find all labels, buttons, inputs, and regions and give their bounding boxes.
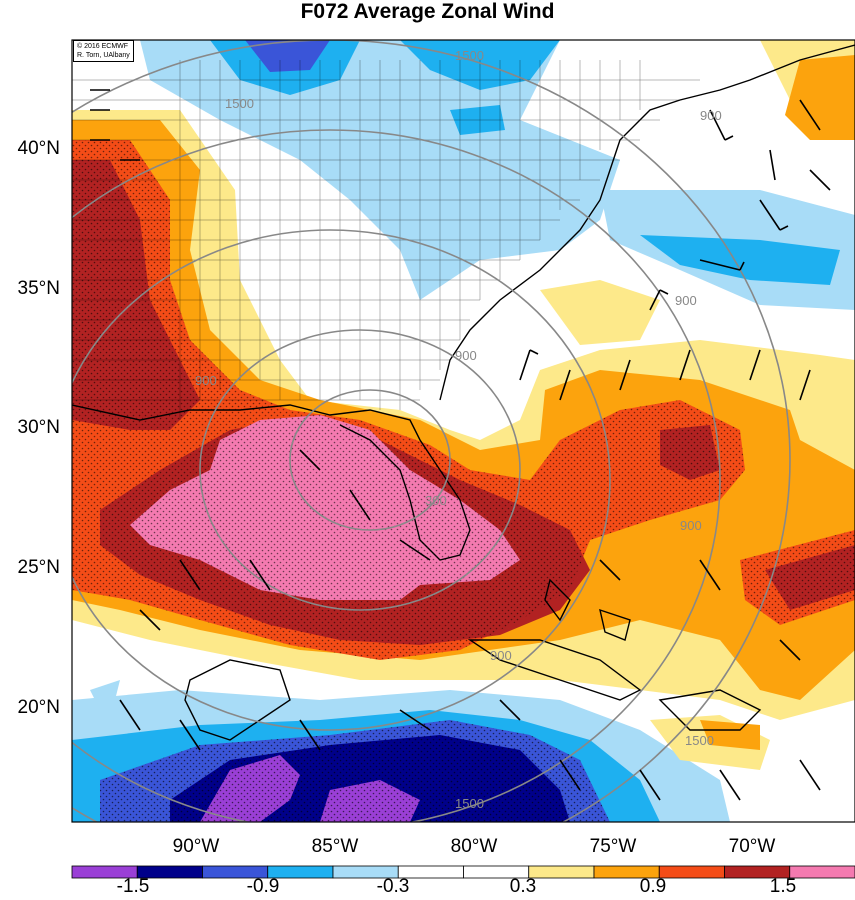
contour-label: 900 — [700, 108, 722, 123]
contour-label: 900 — [195, 373, 217, 388]
contour-label: 1500 — [455, 796, 484, 811]
colorbar-tick-label: 1.5 — [769, 876, 797, 897]
contour-label: 1500 — [455, 48, 484, 63]
latitude-label: 20°N — [17, 697, 60, 718]
contour-labels: 1500 1500 900 900 900 900 900 300 1500 1… — [195, 48, 722, 811]
plot-frame — [71, 39, 855, 823]
positive-anomaly-fields — [72, 40, 855, 770]
colorbar-tick-label: 0.9 — [639, 876, 667, 897]
credit-line: R. Torn, UAlbany — [77, 52, 130, 59]
colorbar-swatch — [789, 865, 855, 879]
contour-label: 900 — [490, 648, 512, 663]
colorbar-tick-label: -1.5 — [116, 876, 150, 897]
contour-label: 900 — [455, 348, 477, 363]
contour-label: 1500 — [685, 733, 714, 748]
latitude-label: 30°N — [17, 417, 60, 438]
longitude-label: 85°W — [311, 836, 359, 857]
latitude-label: 35°N — [17, 278, 60, 299]
coastlines — [72, 44, 855, 741]
latitude-label: 25°N — [17, 557, 60, 578]
colorbar-tick-label: -0.9 — [246, 876, 280, 897]
colorbar-tick-label: 0.3 — [509, 876, 537, 897]
contour-label: 900 — [680, 518, 702, 533]
height-contours — [72, 40, 791, 822]
map-title: F072 Average Zonal Wind — [300, 0, 555, 23]
longitude-label: 90°W — [172, 836, 220, 857]
longitude-label: 70°W — [728, 836, 776, 857]
colorbar-tick-label: -0.3 — [376, 876, 410, 897]
contour-label: 300 — [425, 493, 447, 508]
credit-box: © 2016 ECMWF R. Torn, UAlbany — [73, 40, 134, 62]
contour-label: 900 — [675, 293, 697, 308]
latitude-label: 40°N — [17, 138, 60, 159]
wind-barbs — [90, 89, 831, 801]
contour-label: 1500 — [225, 96, 254, 111]
colorbar — [71, 865, 855, 879]
credit-line: © 2016 ECMWF — [77, 43, 129, 50]
longitude-label: 80°W — [450, 836, 498, 857]
map-plot-area — [72, 40, 855, 822]
longitude-label: 75°W — [589, 836, 637, 857]
